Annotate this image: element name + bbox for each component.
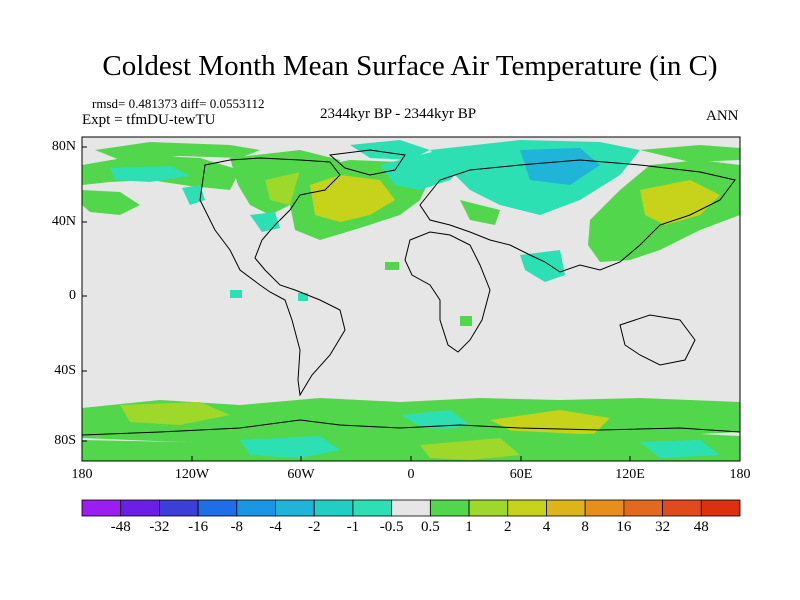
colorbar-label: -48 <box>110 519 131 535</box>
colorbar-swatch <box>546 499 586 517</box>
field-weddell <box>400 410 470 432</box>
colorbar-swatch <box>700 499 741 517</box>
colorbar-swatch <box>468 499 509 517</box>
lon-label-180w: 180 <box>71 467 93 482</box>
coastline-americas <box>199 157 346 397</box>
lat-label-40n: 40N <box>51 214 76 229</box>
field-east-us <box>250 212 280 232</box>
colorbar-swatch <box>584 499 625 517</box>
colorbar-swatch <box>352 499 393 517</box>
field-siberia-core <box>520 148 600 185</box>
coastline-africa <box>404 231 491 353</box>
lon-label-120e: 120E <box>615 467 645 482</box>
colorbar-label: 8 <box>581 519 589 535</box>
tick-marks <box>81 146 741 461</box>
colorbar-label: 32 <box>655 519 671 535</box>
colorbar-swatch <box>507 499 547 517</box>
colorbar-swatch <box>120 499 160 517</box>
colorbar-label: 48 <box>693 519 709 535</box>
lon-label-0: 0 <box>407 467 415 482</box>
colorbar-label: -2 <box>307 519 321 535</box>
colorbar-swatch <box>275 499 315 517</box>
lat-label-80n: 80N <box>51 139 76 154</box>
field-east-asia-warm <box>640 180 720 225</box>
field-central-asia <box>460 200 500 225</box>
colorbar-swatch <box>429 499 470 517</box>
field-arctic-pacific <box>95 142 260 160</box>
field-north-pacific-cool <box>110 166 190 182</box>
lat-label-80s: 80S <box>54 433 76 448</box>
season-label: ANN <box>706 108 739 124</box>
lon-label-180e: 180 <box>729 467 751 482</box>
field-atlantic-patch <box>385 262 399 270</box>
colorbar-swatch <box>197 499 238 517</box>
colorbar-label: -1 <box>346 519 360 535</box>
colorbar-label: -4 <box>269 519 282 535</box>
period-label: 2344kyr BP - 2344kyr BP <box>320 106 477 122</box>
field-amazon-patch <box>298 293 308 301</box>
colorbar-swatch <box>81 499 122 517</box>
field-antarctica-warm-east <box>420 438 520 460</box>
colorbar-swatch <box>391 499 431 517</box>
field-pacific-patch <box>230 290 242 298</box>
colorbar-swatch <box>623 499 663 517</box>
coastline-antarctica <box>82 419 740 436</box>
colorbar-label: -32 <box>149 519 170 535</box>
field-antarctica-cool-west <box>240 436 340 458</box>
field-north-east-siberia <box>640 145 740 162</box>
lon-label-60e: 60E <box>509 467 533 482</box>
colorbar-label: 2 <box>504 519 512 535</box>
field-gulf-of-alaska <box>182 185 205 205</box>
coastline-greenland <box>328 149 406 176</box>
field-antarctica-cool-east <box>640 440 720 458</box>
colorbar-swatch <box>662 499 702 517</box>
coastline-australia <box>619 314 696 366</box>
lon-label-60w: 60W <box>287 467 315 482</box>
colorbar-swatch <box>313 499 354 517</box>
field-antarctica <box>82 428 740 461</box>
colorbar-label: 4 <box>542 519 551 535</box>
field-greenland-sea <box>350 140 430 160</box>
field-south-asia <box>520 250 565 282</box>
colorbar-label: -0.5 <box>379 519 404 535</box>
colorbar-swatch <box>236 499 276 517</box>
colorbar <box>81 499 741 517</box>
colorbar-label: 0.5 <box>420 519 440 535</box>
field-southern-pacific-warm <box>120 402 230 425</box>
map-title: Coldest Month Mean Surface Air Temperatu… <box>102 50 718 82</box>
lon-label-120w: 120W <box>174 467 210 482</box>
field-north-atlantic-warm <box>310 175 395 222</box>
anomaly-fields <box>82 140 740 461</box>
colorbar-label: -8 <box>230 519 244 535</box>
colorbar-swatch <box>159 499 199 517</box>
colorbar-label: 16 <box>616 519 632 535</box>
field-africa-patch <box>460 316 472 326</box>
coastlines <box>82 149 740 436</box>
field-northeast-pacific <box>82 190 140 215</box>
colorbar-label: -16 <box>188 519 209 535</box>
coastline-eurasia <box>419 159 736 273</box>
stats-line: rmsd= 0.481373 diff= 0.0553112 <box>92 96 265 111</box>
experiment-label: Expt = tfmDU-tewTU <box>82 112 216 128</box>
lat-label-40s: 40S <box>54 363 76 378</box>
colorbar-label: 1 <box>465 519 473 535</box>
lat-label-0: 0 <box>69 288 76 303</box>
